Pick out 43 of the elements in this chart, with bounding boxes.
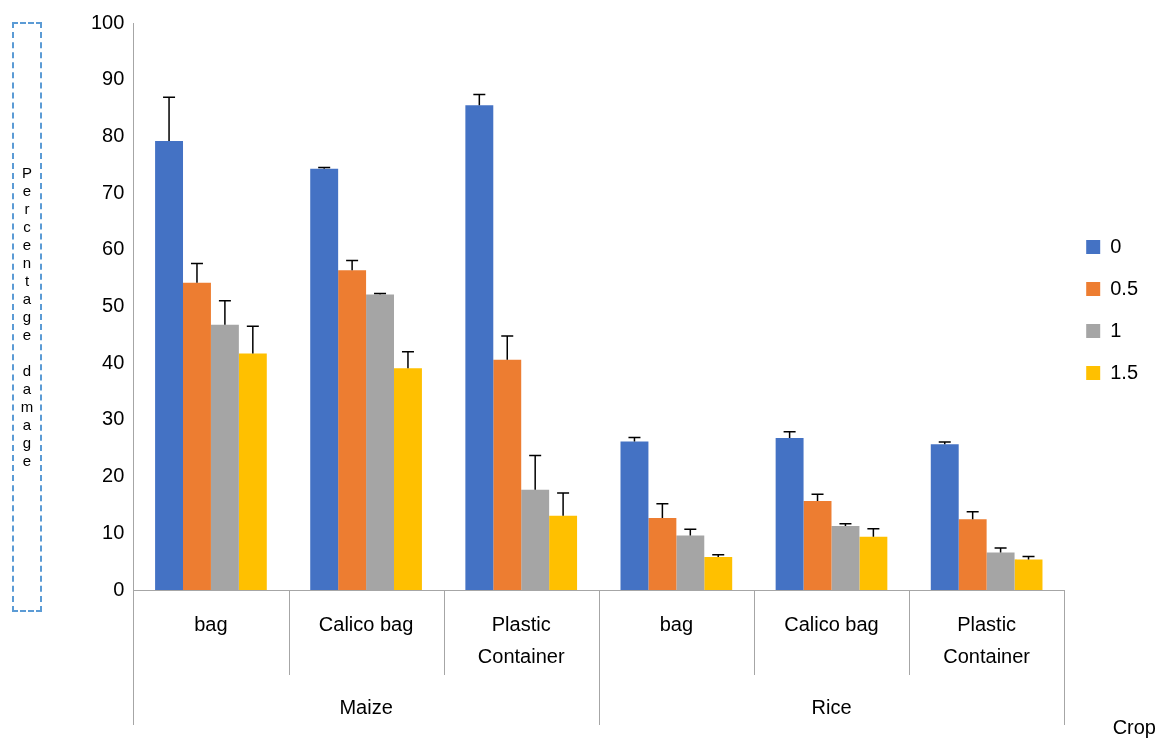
x-axis-title: Crop [1112,715,1156,738]
legend-label: 0 [1110,234,1122,257]
x-tick-label: Plastic Container [477,612,565,667]
bar [493,359,522,590]
x-tick-label: bag [659,612,694,635]
bar [958,519,987,590]
y-tick-label: 10 [102,520,125,543]
bar [394,368,422,590]
bar [620,441,649,590]
y-tick-label: 70 [102,180,125,203]
text: Maize [339,695,393,718]
y-tick-label: 60 [102,237,125,260]
x-tick-label: Calico bag [318,612,414,635]
y-tick-label: 50 [102,294,125,317]
y-tick-label: 20 [102,464,125,487]
y-tick-label: 40 [102,350,125,373]
y-tick-label: 100 [90,10,125,33]
x-tick-label: bag [194,612,228,635]
y-axis-title: Percentage damage [12,22,42,612]
legend-label: 1 [1110,318,1122,341]
bar [549,515,578,590]
bar [238,353,267,590]
bar [859,536,888,590]
bar [930,444,959,590]
bar [704,557,733,590]
bar [648,517,677,590]
x-tick-label: Plastic Container [943,612,1031,667]
bar [803,500,832,590]
y-tick-label: 90 [102,67,125,90]
bar [1014,559,1043,590]
legend-label: 1.5 [1110,360,1139,383]
text: Rice [811,695,852,718]
y-tick-label: 80 [102,123,125,146]
bar [775,438,804,590]
legend-label: 0.5 [1110,276,1139,299]
x-tick-label: Calico bag [784,612,879,635]
y-tick-label: 0 [113,577,125,600]
bar [183,282,211,590]
bar [155,140,184,590]
bar [310,168,339,590]
bar [465,105,494,590]
y-tick-label: 30 [102,407,125,430]
bar [338,270,367,590]
